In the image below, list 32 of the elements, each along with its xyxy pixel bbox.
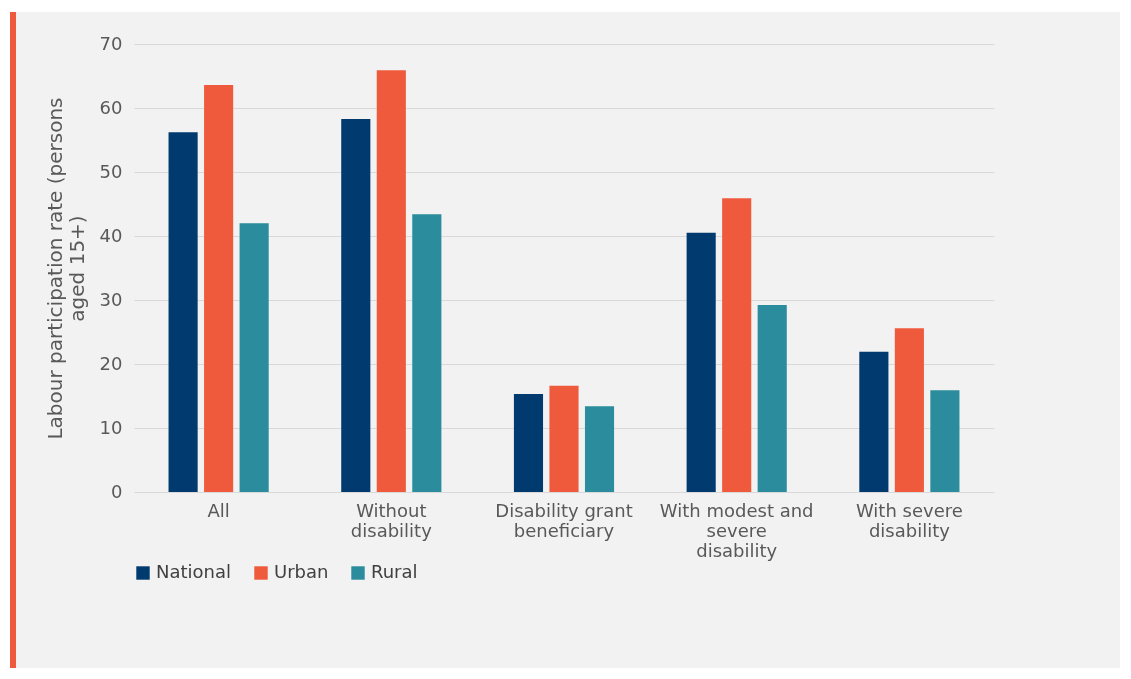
x-tick-label: With modest and severe disability bbox=[659, 499, 814, 561]
x-tick-label: With severe disability bbox=[855, 499, 963, 541]
bar bbox=[859, 351, 889, 492]
y-tick-label: 0 bbox=[111, 480, 123, 502]
legend-label: Rural bbox=[371, 561, 418, 582]
bar bbox=[168, 132, 198, 492]
bar bbox=[686, 232, 716, 492]
y-tick-label: 20 bbox=[99, 352, 123, 374]
bar bbox=[341, 118, 371, 492]
y-tick-label: 50 bbox=[99, 160, 123, 182]
bar bbox=[412, 214, 442, 492]
y-tick-label: 40 bbox=[99, 224, 123, 246]
bar bbox=[204, 84, 234, 492]
y-tick-label: 60 bbox=[99, 96, 123, 118]
bar bbox=[757, 305, 787, 492]
legend-label: National bbox=[156, 561, 232, 582]
y-tick-label: 70 bbox=[99, 32, 123, 54]
y-axis-title: Labour participation rate (persons aged 15+) bbox=[42, 97, 89, 440]
bar bbox=[376, 70, 406, 492]
bar bbox=[894, 328, 924, 492]
bar bbox=[549, 385, 579, 492]
bar bbox=[584, 406, 615, 492]
x-tick-label: Disability grant beneficiary bbox=[495, 499, 633, 541]
x-tick-label: All bbox=[207, 499, 230, 521]
y-tick-label: 30 bbox=[99, 288, 123, 310]
bar bbox=[239, 223, 269, 492]
bar bbox=[930, 390, 960, 492]
bar bbox=[722, 198, 752, 492]
legend-label: Urban bbox=[274, 561, 329, 582]
y-tick-label: 10 bbox=[99, 416, 123, 438]
bar bbox=[513, 394, 544, 492]
x-tick-label: Without disability bbox=[350, 499, 433, 541]
